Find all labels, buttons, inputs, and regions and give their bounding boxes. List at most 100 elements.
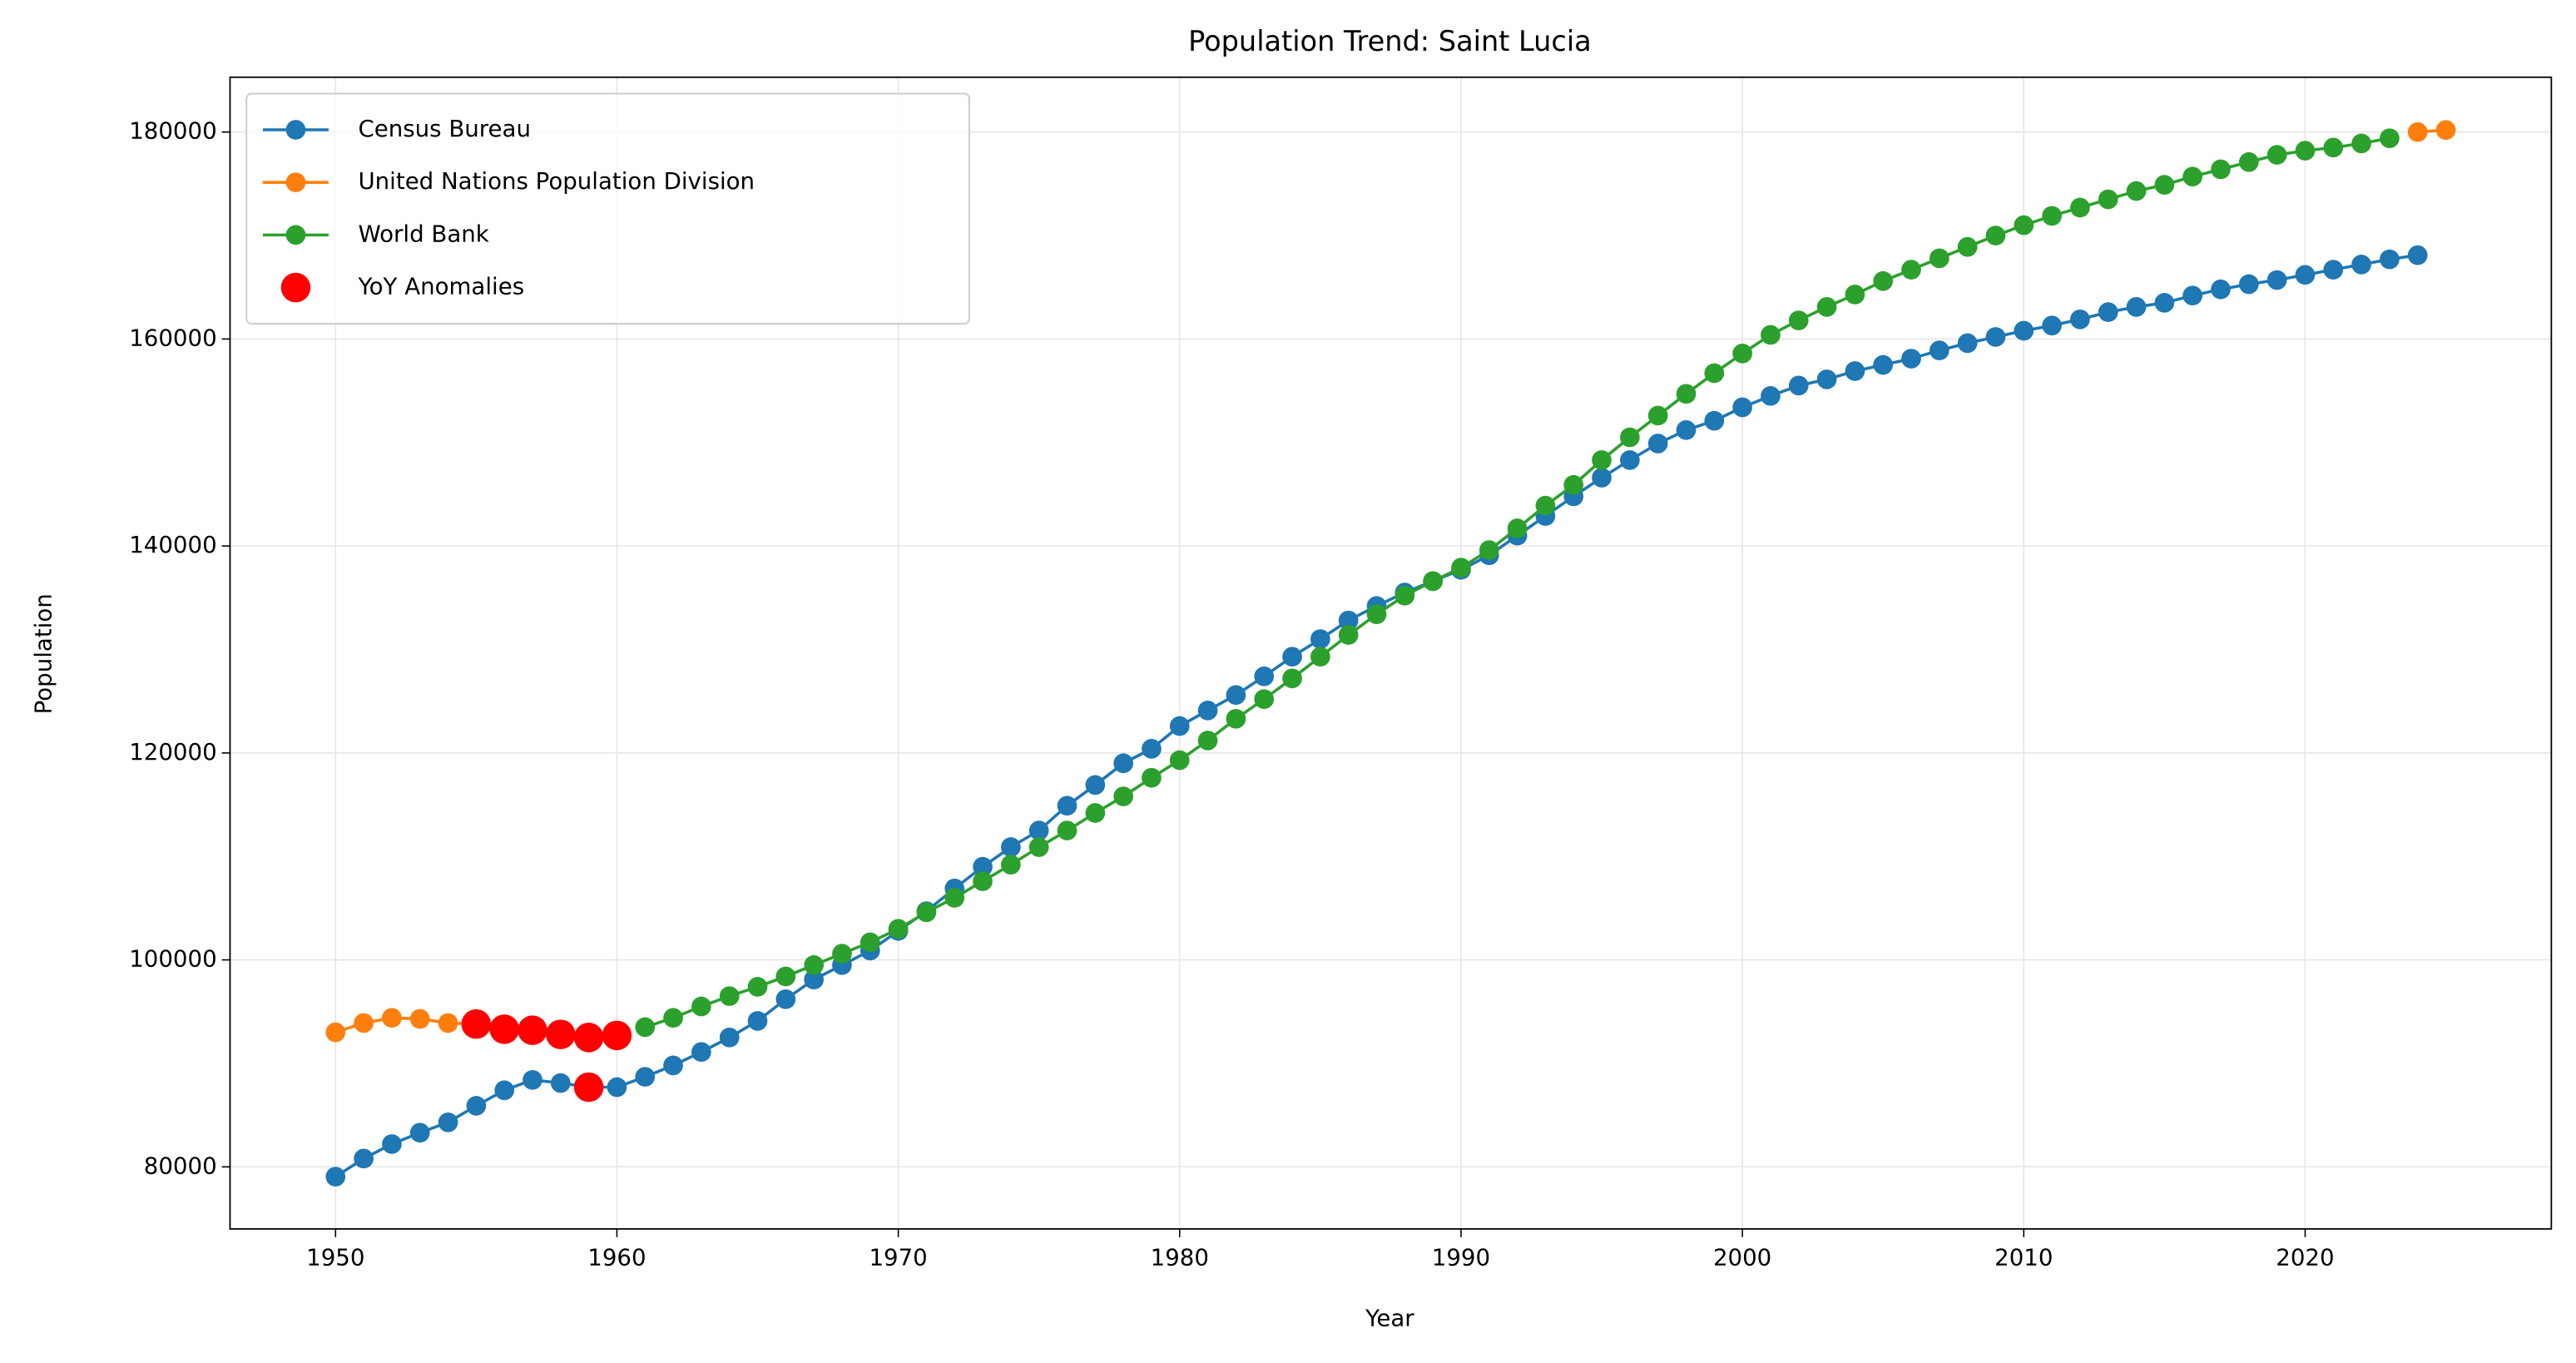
series-point — [1282, 647, 1302, 667]
series-point — [2182, 285, 2203, 306]
series-point — [1873, 354, 1894, 375]
legend-marker — [280, 272, 311, 303]
series-point — [1310, 629, 1330, 649]
series-point — [1142, 739, 1162, 759]
anomaly-point — [518, 1015, 547, 1045]
series-point — [2295, 141, 2316, 161]
series-point — [607, 1077, 627, 1098]
series-point — [1985, 327, 2006, 347]
series-point — [1788, 310, 1809, 330]
anomaly-point — [461, 1009, 492, 1039]
series-point — [888, 919, 909, 939]
y-tick-label: 160000 — [129, 324, 216, 351]
series-point — [832, 944, 852, 964]
series-point — [466, 1096, 487, 1116]
series-point — [944, 888, 965, 908]
series-point — [2295, 265, 2316, 285]
anomaly-point — [546, 1019, 576, 1049]
series-point — [1169, 716, 1190, 736]
series-point — [1113, 786, 1133, 806]
series-point — [1845, 285, 1865, 305]
legend-marker — [285, 172, 306, 193]
x-tick-label: 2020 — [2276, 1243, 2334, 1271]
series-point — [1592, 450, 1612, 470]
series-point — [2154, 175, 2175, 195]
series-point — [719, 986, 740, 1006]
series-point — [2266, 145, 2287, 165]
series-point — [2126, 297, 2147, 317]
series-point — [804, 969, 825, 990]
series-point — [1142, 767, 1162, 788]
legend-label: Census Bureau — [358, 115, 531, 142]
series-point — [1873, 270, 1894, 291]
chart-title: Population Trend: Saint Lucia — [1188, 25, 1592, 57]
series-point — [1563, 474, 1584, 495]
series-point — [1310, 647, 1330, 667]
legend-label: YoY Anomalies — [357, 273, 524, 300]
series-point — [635, 1067, 656, 1087]
series-point — [1254, 666, 1275, 686]
series-point — [550, 1073, 571, 1093]
series-point — [2182, 166, 2203, 187]
series-point — [1338, 610, 1359, 631]
x-tick-label: 2000 — [1713, 1243, 1771, 1271]
series-point — [1929, 340, 1949, 360]
series-point — [1479, 540, 1499, 560]
series-point — [1169, 750, 1190, 771]
anomaly-point — [489, 1014, 519, 1044]
series-point — [1788, 375, 1809, 396]
series-point — [2351, 255, 2371, 275]
series-point — [1901, 349, 1921, 369]
series-point — [2211, 279, 2231, 300]
series-point — [1451, 558, 1471, 578]
series-point — [1085, 803, 1106, 823]
series-point — [2070, 197, 2090, 218]
series-point — [1704, 363, 1725, 384]
series-point — [1366, 604, 1387, 625]
series-point — [2042, 315, 2062, 336]
legend-label: United Nations Population Division — [358, 167, 755, 195]
series-point — [2098, 189, 2118, 210]
series-point — [1647, 405, 1668, 426]
anomaly-point — [602, 1020, 632, 1051]
x-tick-label: 1970 — [869, 1243, 927, 1271]
series-point — [1226, 708, 1246, 729]
series-point — [1338, 625, 1359, 645]
series-point — [1704, 410, 1725, 431]
legend-marker — [285, 225, 306, 245]
series-point — [1957, 333, 1978, 354]
x-tick-label: 1990 — [1432, 1243, 1490, 1271]
series-point — [1028, 820, 1049, 840]
legend-label: World Bank — [358, 220, 488, 247]
series-point — [1647, 434, 1668, 454]
series-point — [719, 1027, 740, 1048]
series-point — [973, 871, 993, 891]
series-point — [2380, 249, 2400, 270]
series-point — [1845, 361, 1865, 381]
series-point — [1929, 248, 1949, 269]
series-point — [2211, 159, 2231, 180]
series-point — [1816, 297, 1837, 317]
series-point — [1395, 585, 1415, 606]
y-tick-label: 140000 — [129, 531, 216, 558]
series-point — [775, 989, 796, 1009]
series-point — [804, 954, 825, 975]
series-point — [1592, 468, 1612, 488]
series-point — [1001, 837, 1021, 857]
series-point — [1226, 685, 1246, 706]
y-tick-label: 80000 — [144, 1152, 217, 1179]
series-point — [1028, 837, 1049, 857]
series-point — [2042, 206, 2062, 226]
series-point — [1816, 369, 1837, 389]
x-tick-label: 1960 — [587, 1243, 646, 1271]
axes-frame — [229, 76, 2553, 1230]
series-point — [2126, 181, 2147, 201]
series-point — [409, 1009, 430, 1029]
series-point — [1085, 775, 1106, 795]
series-point — [1113, 753, 1133, 774]
series-point — [325, 1022, 346, 1043]
series-point — [1197, 701, 1218, 721]
series-point — [1423, 571, 1443, 592]
y-tick-label: 100000 — [129, 945, 216, 973]
